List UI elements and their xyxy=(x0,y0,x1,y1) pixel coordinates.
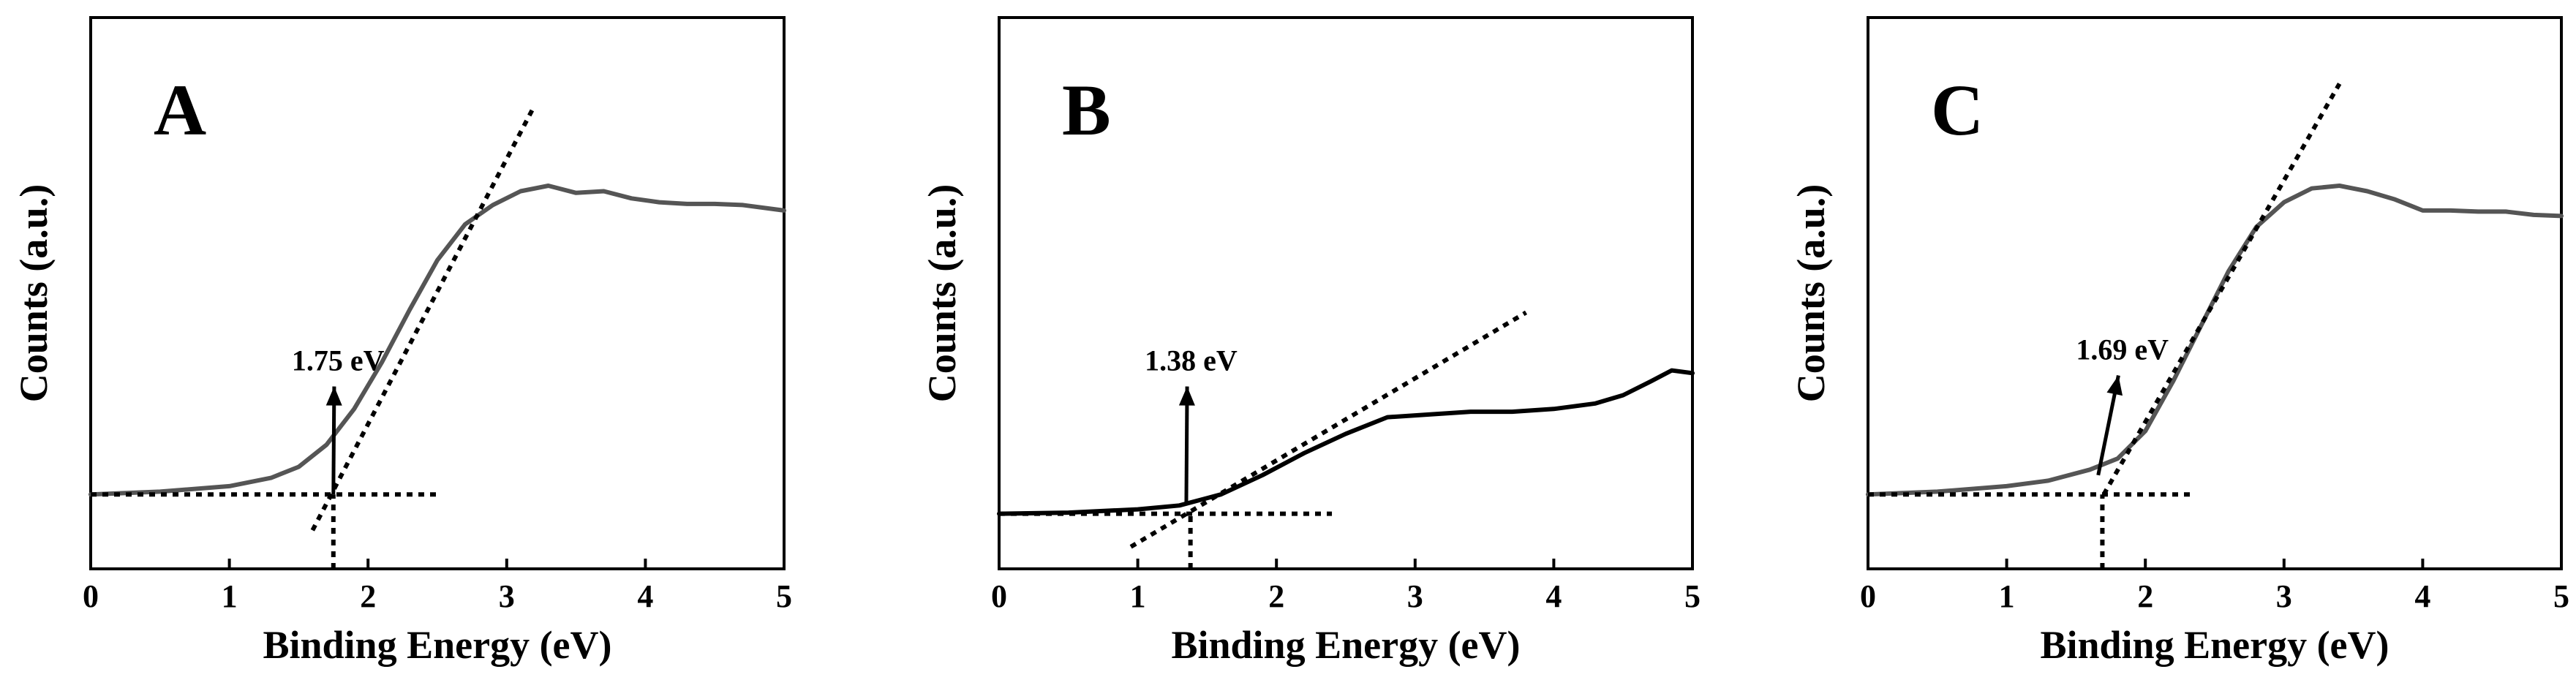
chart-panel-a: 0 1 2 3 4 5 Binding Energy (eV) Counts (a.u.) A 1… xyxy=(12,16,792,667)
x-axis-title-b: Binding Energy (eV) xyxy=(1171,623,1520,667)
annotation-arrowhead-c xyxy=(2106,375,2123,396)
panel-label-c: C xyxy=(1931,69,1984,151)
x-tick-label-b: 1 xyxy=(1130,578,1146,614)
tangent-guide-c xyxy=(2101,82,2342,496)
x-tick-label-b: 5 xyxy=(1684,578,1701,614)
panel-label-a: A xyxy=(154,69,206,151)
annotation-arrow-b xyxy=(1184,386,1189,503)
x-tick-label-a: 4 xyxy=(637,578,653,614)
panel-label-b: B xyxy=(1062,69,1111,151)
plot-frame-b xyxy=(998,16,1694,570)
annotation-arrowhead-a xyxy=(325,386,342,406)
x-tick-label-b: 4 xyxy=(1545,578,1562,614)
x-tick-label-b: 2 xyxy=(1268,578,1284,614)
x-tick-label-c: 4 xyxy=(2414,578,2430,614)
tangent-guide-a xyxy=(310,105,537,532)
chart-panel-c: 0 1 2 3 4 5 Binding Energy (eV) Counts (a.u.) C 1… xyxy=(1789,16,2569,667)
y-axis-title-c: Counts (a.u.) xyxy=(1789,184,1833,403)
x-tick-label-c: 0 xyxy=(1860,578,1876,614)
x-tick-label-a: 3 xyxy=(499,578,515,614)
x-axis-title-c: Binding Energy (eV) xyxy=(2040,623,2389,667)
band-edge-label-a: 1.75 eV xyxy=(292,344,385,377)
annotation-arrowhead-b xyxy=(1178,386,1195,406)
spectrum-line-b xyxy=(997,368,1695,516)
band-edge-label-c: 1.69 eV xyxy=(2076,333,2169,366)
spectrum-line-a xyxy=(88,184,786,497)
x-tick-label-a: 1 xyxy=(222,578,238,614)
x-tick-label-c: 1 xyxy=(1999,578,2015,614)
chart-panel-b: 0 1 2 3 4 5 Binding Energy (eV) Counts (a.u.) B 1… xyxy=(920,16,1701,667)
x-tick-label-c: 2 xyxy=(2137,578,2153,614)
band-edge-label-b: 1.38 eV xyxy=(1145,344,1238,377)
plot-frame-c xyxy=(1867,16,2563,570)
y-axis-title-a: Counts (a.u.) xyxy=(12,184,56,403)
spectrum-line-c xyxy=(1866,184,2564,497)
x-tick-label-a: 0 xyxy=(83,578,99,614)
x-axis-title-a: Binding Energy (eV) xyxy=(263,623,611,667)
x-tick-label-a: 5 xyxy=(776,578,792,614)
x-tick-label-b: 0 xyxy=(991,578,1007,614)
x-tick-label-b: 3 xyxy=(1407,578,1423,614)
y-axis-title-b: Counts (a.u.) xyxy=(920,184,964,403)
x-tick-label-c: 5 xyxy=(2553,578,2569,614)
x-tick-label-c: 3 xyxy=(2276,578,2292,614)
x-tick-label-a: 2 xyxy=(360,578,376,614)
plot-frame-a xyxy=(89,16,786,570)
